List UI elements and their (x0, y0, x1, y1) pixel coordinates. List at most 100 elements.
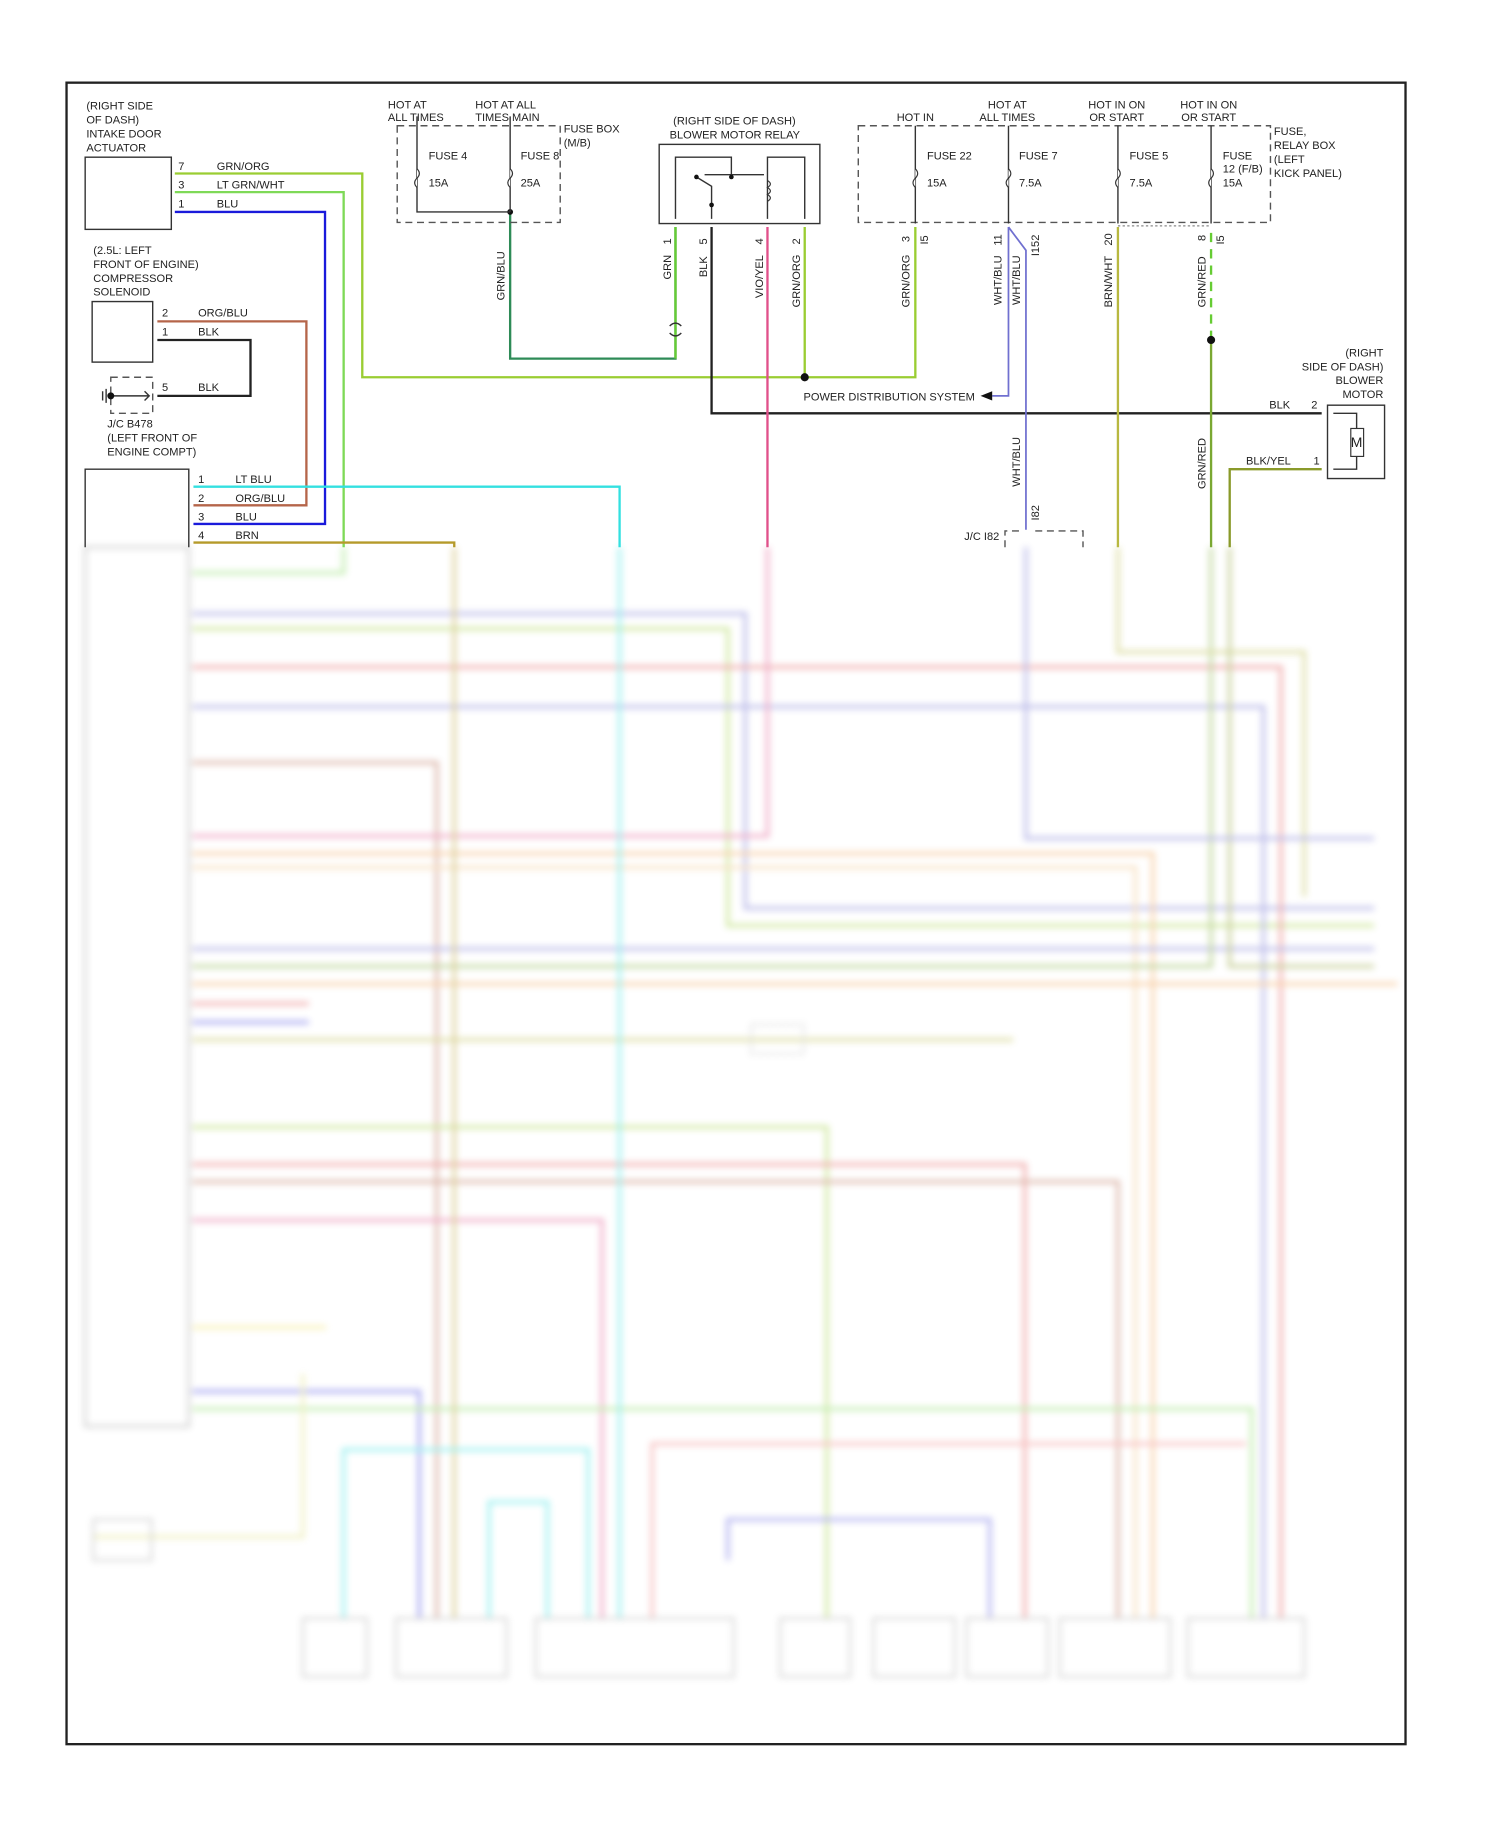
fuse-relay-box[interactable]: FUSE, RELAY BOX (LEFT KICK PANEL) HOT IN… (857, 99, 1342, 308)
diagram-label: VIO/YEL (754, 255, 766, 298)
wires (157, 172, 1322, 548)
compressor-solenoid[interactable]: (2.5L: LEFT FRONT OF ENGINE) COMPRESSOR … (91, 245, 248, 363)
diagram-label: 1 (662, 238, 674, 244)
diagram-label: TIMES MAIN (475, 112, 539, 124)
diagram-label: 7 (178, 161, 184, 173)
control-module[interactable]: 1 LT BLU 2 ORG/BLU 3 BLU 4 BRN (84, 468, 285, 548)
diagram-label: 20 (1103, 233, 1115, 245)
diagram-label: BLK (198, 382, 220, 394)
wire-grn-org (174, 172, 917, 379)
diagram-label: 12 (F/B) (1223, 163, 1263, 175)
diagram-label: SOLENOID (93, 287, 150, 299)
diagram-label: FUSE (1223, 151, 1252, 163)
blower-motor[interactable]: M (RIGHT SIDE OF DASH) BLOWER MOTOR 2 BL… (1196, 347, 1386, 489)
junction-i82[interactable]: WHT/BLU I82 J/C I82 (964, 437, 1084, 548)
diagram-label: BLK (1269, 400, 1291, 412)
diagram-label: INTAKE DOOR (86, 128, 161, 140)
diagram-label: FUSE, (1274, 126, 1307, 138)
diagram-label: FUSE 5 (1130, 151, 1169, 163)
diagram-label: BLK (698, 256, 710, 278)
diagram-label: WHT/BLU (1011, 437, 1023, 487)
diagram-frame (65, 81, 1407, 1746)
blower-motor-relay[interactable]: (RIGHT SIDE OF DASH) BLOWER MOTOR RELAY … (658, 116, 821, 308)
diagram-label: ENGINE COMPT) (107, 446, 196, 458)
diagram-label: BLU (235, 511, 257, 523)
diagram-label: 5 (698, 238, 710, 244)
diagram-label: ACTUATOR (86, 142, 146, 154)
diagram-label: HOT AT (388, 99, 427, 111)
diagram-label: WHT/BLU (992, 255, 1004, 305)
diagram-label: GRN/RED (1196, 256, 1208, 307)
intake-door-actuator[interactable]: (RIGHT SIDE OF DASH) INTAKE DOOR ACTUATO… (84, 100, 285, 231)
diagram-label: FUSE 7 (1019, 151, 1058, 163)
diagram-label: 1 (1314, 456, 1320, 468)
wire-lt-blu (193, 485, 621, 548)
diagram-label: I5 (919, 235, 931, 244)
diagram-label: 25A (521, 177, 541, 189)
diagram-label: GRN (662, 255, 674, 280)
diagram-label: J/C I82 (964, 531, 999, 543)
diagram-label: 11 (992, 234, 1004, 245)
diagram-label: 2 (1311, 400, 1317, 412)
wire-grn-blu (508, 211, 677, 360)
diagram-label: COMPRESSOR (93, 273, 173, 285)
arrow-left-icon (980, 391, 993, 401)
diagram-label: 15A (1223, 177, 1243, 189)
splice-dot (1207, 335, 1216, 345)
diagram-label: LT GRN/WHT (217, 180, 285, 192)
diagram-label: HOT AT (988, 99, 1027, 111)
diagram-label: 15A (429, 177, 449, 189)
diagram-label: FRONT OF ENGINE) (93, 259, 198, 271)
diagram-label: BLOWER (1336, 375, 1384, 387)
diagram-label: HOT AT ALL (475, 99, 536, 111)
diagram-label: (LEFT FRONT OF (107, 432, 197, 444)
diagram-label: I5 (1215, 235, 1227, 244)
diagram-label: BLOWER MOTOR RELAY (670, 130, 801, 142)
diagram-label: ORG/BLU (198, 308, 248, 320)
diagram-label: (2.5L: LEFT (93, 245, 152, 257)
blurred-lower-section (84, 546, 1398, 1678)
wire-blk-yel (1228, 468, 1322, 548)
diagram-label: KICK PANEL) (1274, 168, 1342, 180)
diagram-label: 5 (162, 382, 168, 394)
diagram-label: (RIGHT SIDE OF DASH) (673, 116, 796, 128)
junction-b478[interactable]: 5 BLK J/C B478 (LEFT FRONT OF ENGINE COM… (101, 376, 220, 458)
diagram-label: ALL TIMES (388, 112, 444, 124)
diagram-label: 3 (198, 511, 204, 523)
diagram-label: GRN/RED (1196, 438, 1208, 489)
diagram-label: 4 (198, 530, 204, 542)
wire-blk-solenoid (157, 338, 252, 398)
diagram-label: GRN/ORG (217, 161, 270, 173)
diagram-label: GRN/ORG (791, 255, 803, 308)
diagram-label: FUSE 8 (521, 151, 560, 163)
diagram-label: 3 (178, 180, 184, 192)
diagram-label: OR START (1181, 112, 1236, 124)
motor-icon: M (1351, 434, 1363, 450)
diagram-label: 7.5A (1130, 177, 1153, 189)
diagram-label: (RIGHT (1345, 347, 1383, 359)
diagram-label: 2 (198, 493, 204, 505)
ground-icon (107, 392, 115, 400)
diagram-label: FUSE 4 (429, 151, 468, 163)
diagram-label: SIDE OF DASH) (1302, 361, 1384, 373)
diagram-label: 2 (791, 238, 803, 244)
diagram-label: 1 (162, 326, 168, 338)
diagram-label: HOT IN (897, 112, 934, 124)
fuse-box-mb[interactable]: HOT AT ALL TIMES HOT AT ALL TIMES MAIN F… (388, 99, 620, 300)
wire-wht-blu-branch (1007, 226, 1027, 530)
diagram-label: HOT IN ON (1180, 99, 1237, 111)
diagram-label: 8 (1196, 235, 1208, 241)
diagram-label: GRN/BLU (495, 251, 507, 300)
diagram-label: RELAY BOX (1274, 140, 1336, 152)
wire-org-blu (157, 320, 308, 507)
diagram-label: BRN/WHT (1103, 256, 1115, 308)
diagram-label: FUSE 22 (927, 151, 972, 163)
wire-blu (174, 210, 327, 526)
diagram-label: BLK (198, 326, 220, 338)
power-distribution-label[interactable]: POWER DISTRIBUTION SYSTEM (804, 392, 975, 404)
diagram-label: FUSE BOX (564, 124, 620, 136)
diagram-label: (RIGHT SIDE (86, 100, 153, 112)
diagram-label: OF DASH) (86, 114, 139, 126)
